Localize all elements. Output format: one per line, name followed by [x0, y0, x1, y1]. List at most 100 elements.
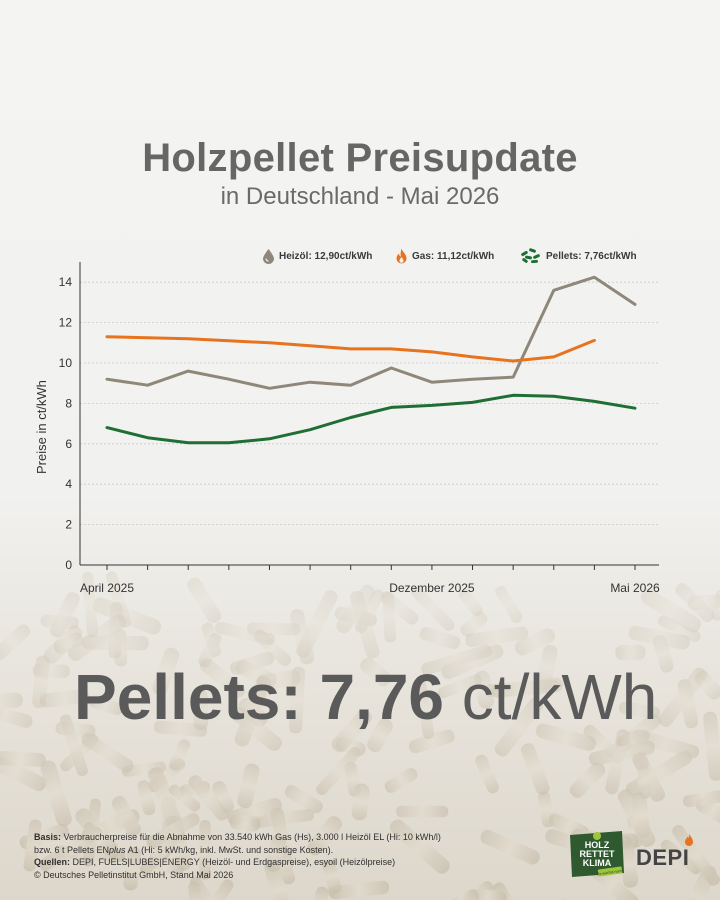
logo-text-holz: HOLZ	[585, 840, 610, 850]
pellet-shape	[382, 591, 397, 643]
legend-pellets: Pellets: 7,76ct/kWh	[520, 248, 637, 264]
logo-text-rettet: RETTET	[580, 849, 616, 859]
pellet-shape	[307, 816, 343, 856]
pellet-shape	[421, 644, 493, 676]
pellet-shape	[88, 695, 123, 716]
pellet-shape	[32, 663, 70, 679]
pellet-shape	[284, 785, 323, 814]
pellet-shape	[123, 847, 142, 891]
y-tick-label: 2	[65, 518, 72, 532]
pellet-shape	[169, 739, 191, 771]
pellet-shape	[105, 571, 132, 628]
pellet-shape	[111, 795, 142, 837]
legend-heizoel-label: Heizöl: 12,90ct/kWh	[279, 250, 373, 262]
pellet-shape	[0, 702, 33, 728]
pellet-shape	[396, 805, 449, 818]
pellet-shape	[675, 583, 715, 623]
pellet-shape	[264, 860, 292, 900]
pellet-shape	[81, 732, 134, 773]
pellet-shape	[256, 670, 301, 691]
pellet-shape	[475, 754, 499, 794]
pellet-shape	[193, 689, 209, 731]
pellet-shape	[146, 813, 200, 849]
pellet-shape	[384, 767, 418, 793]
pellet-shape	[137, 780, 156, 816]
oil-drop-icon	[263, 249, 274, 264]
pellet-shape	[265, 834, 287, 872]
pellet-shape	[81, 635, 149, 651]
pellet-shape	[229, 813, 261, 832]
pellet-shape	[316, 746, 361, 796]
pellet-shape	[311, 886, 329, 900]
pellet-shape	[38, 826, 103, 872]
pellet-shape	[328, 880, 390, 900]
pellet-shape	[389, 819, 450, 874]
pellet-shape	[658, 667, 707, 727]
pellet-shape	[82, 571, 99, 638]
x-tick-label: Mai 2026	[610, 581, 660, 595]
pellet-shape	[360, 657, 391, 687]
pellet-shape	[437, 674, 482, 699]
series-line-gas	[105, 335, 596, 363]
pellet-shape	[0, 751, 46, 767]
footnote: Basis: Verbraucherpreise für die Abnahme…	[34, 831, 441, 881]
pellet-shape	[408, 729, 455, 754]
pellet-shape	[322, 859, 342, 894]
pellet-shape	[0, 692, 23, 710]
x-tick-label: Dezember 2025	[389, 581, 475, 595]
pellet-shape	[40, 760, 72, 827]
pellet-shape	[187, 577, 222, 623]
pellet-shape	[588, 740, 655, 766]
legend-heizoel: Heizöl: 12,90ct/kWh	[262, 248, 372, 264]
pellet-shape	[60, 714, 88, 777]
pellet-shape	[40, 614, 79, 630]
headline-unit: ct/kWh	[461, 661, 658, 733]
pellet-shape	[355, 589, 385, 634]
pellet-shape	[617, 729, 650, 747]
page-subtitle: in Deutschland - Mai 2026	[220, 183, 500, 210]
basis-line1: Verbraucherpreise für die Abnahme von 33…	[63, 832, 441, 842]
flame-icon	[396, 248, 407, 264]
pellet-shape	[694, 670, 720, 700]
pellet-shape	[199, 658, 246, 698]
series-line-heizoel	[105, 275, 637, 390]
pellet-shape	[23, 819, 42, 872]
depi-flame-icon	[685, 833, 693, 846]
y-tick-label: 0	[65, 558, 72, 572]
pellet-shape	[569, 762, 606, 798]
pellet-shape	[447, 889, 479, 900]
pellet-shape	[168, 784, 201, 812]
pellet-shape	[619, 701, 661, 719]
pellet-shape	[683, 790, 720, 808]
x-tick-label: April 2025	[80, 581, 134, 595]
pellet-shape	[53, 632, 84, 654]
headline-label: Pellets:	[74, 661, 302, 733]
pellet-shape	[198, 633, 222, 668]
pellet-shape	[367, 718, 393, 752]
legend-gas-label: Gas: 11,12ct/kWh	[412, 250, 495, 262]
pellet-shape	[0, 624, 31, 660]
pellet-shape	[148, 767, 184, 834]
pellet-shape	[618, 840, 639, 888]
pellet-shape	[331, 709, 372, 753]
y-tick-label: 8	[65, 396, 72, 410]
basis-line2b: A1 (Hi: 5 kWh/kg, inkl. MwSt. und sonsti…	[125, 844, 334, 855]
pellet-shape	[188, 775, 229, 821]
pellet-shape	[152, 647, 180, 696]
headline-value: 7,76	[319, 661, 444, 733]
pellets-icon	[521, 248, 540, 264]
basis-label: Basis:	[34, 832, 62, 842]
pellet-shape	[458, 588, 483, 617]
quellen-label: Quellen:	[34, 857, 71, 867]
basis-line2a: bzw. 6 t Pellets EN	[34, 844, 110, 855]
pellet-shape	[678, 865, 717, 900]
y-tick-label: 14	[59, 275, 73, 289]
pellet-shape	[514, 628, 555, 656]
pellet-shape	[188, 881, 203, 900]
quellen-text: DEPI, FUELS|LUBES|ENERGY (Heizöl- und Er…	[72, 857, 396, 867]
pellet-shape	[703, 711, 720, 781]
pellet-shape	[480, 829, 540, 865]
y-tick-label: 6	[65, 437, 72, 451]
pellet-shape	[535, 723, 597, 751]
pellet-shape	[410, 586, 455, 632]
